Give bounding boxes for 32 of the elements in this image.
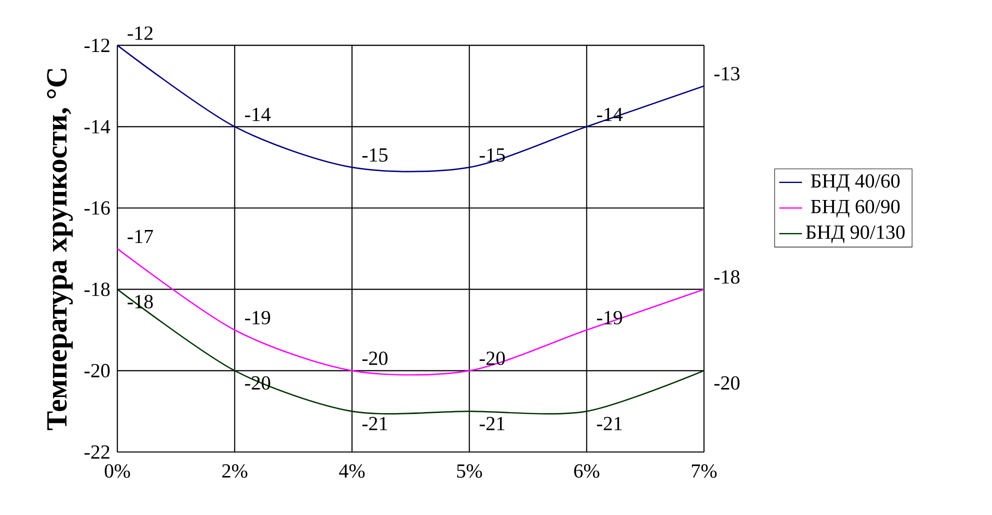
x-tick-label: 0% — [104, 464, 130, 478]
data-label: -21 — [597, 417, 622, 430]
data-label: -14 — [245, 108, 271, 122]
data-label: -20 — [362, 352, 388, 366]
data-label: -20 — [480, 352, 505, 366]
y-tick-label: -18 — [84, 282, 110, 296]
data-label: -18 — [714, 270, 740, 284]
legend-label: БНД 90/130 — [806, 226, 905, 244]
data-label: -19 — [245, 311, 270, 325]
legend-label: БНД 40/60 — [810, 174, 900, 192]
legend-label: БНД 60/90 — [810, 200, 900, 218]
y-tick-label: -12 — [84, 38, 110, 52]
y-tick-label: -20 — [84, 364, 110, 378]
x-tick-label: 5% — [457, 464, 482, 478]
x-tick-label: 7% — [692, 464, 717, 478]
y-tick-label: -14 — [84, 120, 110, 134]
data-label: -15 — [362, 148, 388, 162]
y-tick-label: -22 — [84, 446, 110, 459]
data-label: -14 — [597, 108, 623, 122]
data-label: -17 — [128, 230, 154, 244]
x-tick-label: 6% — [574, 464, 600, 478]
data-label: -12 — [128, 26, 152, 40]
data-label: -21 — [480, 417, 504, 430]
data-label: -20 — [714, 376, 740, 390]
y-axis-title: Температура хрупкости, °С — [46, 69, 73, 430]
data-label: -19 — [597, 311, 622, 325]
data-label: -21 — [362, 417, 388, 430]
x-tick-label: 4% — [339, 464, 365, 478]
data-label: -15 — [480, 148, 505, 162]
x-tick-label: 2% — [222, 464, 248, 478]
data-label: -13 — [714, 67, 740, 81]
y-tick-label: -16 — [84, 201, 110, 215]
